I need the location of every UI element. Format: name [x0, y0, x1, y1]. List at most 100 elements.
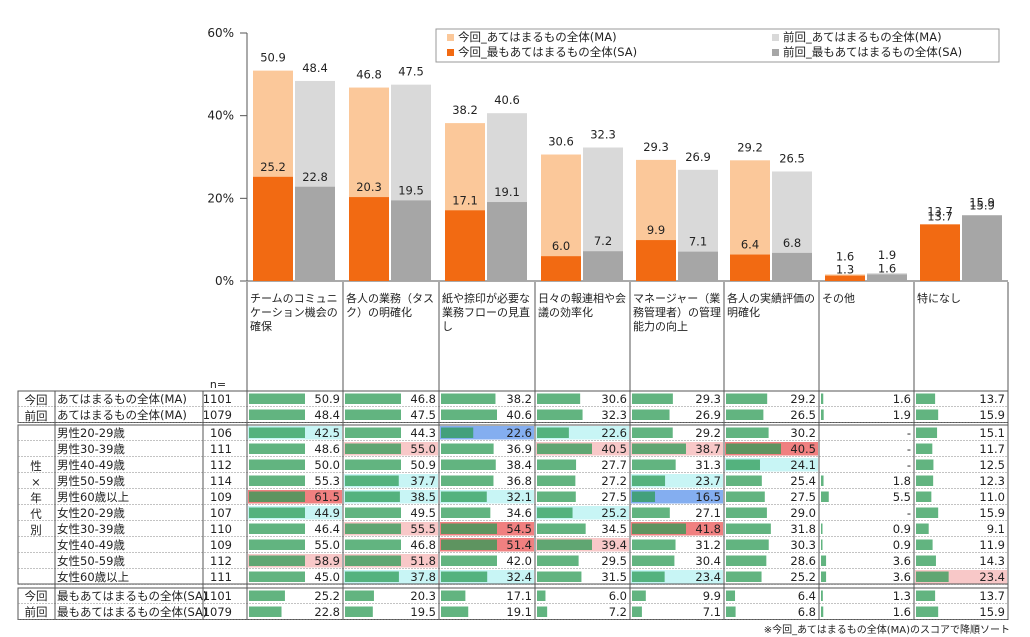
table-cell-value: 36.8: [506, 474, 532, 488]
cell-bar: [632, 571, 665, 582]
cell-bar: [249, 393, 305, 404]
table-cell-value: 48.6: [314, 442, 340, 456]
table-cell-value: 50.9: [314, 392, 340, 406]
table-cell-value: 13.7: [979, 392, 1005, 406]
label-ma-zenkai: 47.5: [398, 65, 424, 79]
category-label: 能力の向上: [633, 319, 688, 333]
table-cell-value: 39.4: [601, 538, 627, 552]
table-cell-value: 6.8: [798, 605, 816, 619]
cell-bar: [821, 523, 823, 534]
row-label: 最もあてはまるもの全体(SA): [57, 605, 207, 619]
legend: 今回_あてはまるもの全体(MA) 前回_あてはまるもの全体(MA) 今回_最もあては…: [435, 28, 1000, 63]
group-label-konkai: 今回: [25, 393, 48, 407]
table-cell-value: 1.3: [893, 589, 911, 603]
cell-bar: [345, 491, 400, 502]
bar-sa-konkai: [730, 254, 770, 281]
table-cell-value: 46.8: [410, 538, 436, 552]
group-label-sex-age: 別: [30, 523, 42, 537]
cell-bar: [632, 590, 646, 601]
table-cell-value: 25.2: [790, 570, 816, 584]
row-label: 男性30-39歳: [57, 442, 125, 456]
table-cell-value: 48.4: [314, 408, 340, 422]
cell-bar: [345, 475, 399, 486]
label-ma-zenkai: 48.4: [302, 61, 328, 75]
cell-bar: [249, 427, 305, 438]
bar-sa-zenkai: [391, 200, 431, 281]
table-cell-value: 3.6: [893, 554, 911, 568]
table-cell-value: 7.1: [703, 605, 721, 619]
label-ma-konkai: 46.8: [356, 68, 382, 82]
table-cell-value: 1.6: [893, 392, 911, 406]
category-label: マネージャー（業: [633, 292, 720, 305]
category-label: し: [442, 320, 453, 333]
cell-bar: [249, 459, 305, 470]
cell-bar: [537, 459, 577, 470]
row-label: 女性30-39歳: [57, 522, 125, 536]
table-cell-value: -: [907, 506, 911, 520]
table-cell-value: 30.6: [601, 392, 627, 406]
cell-bar: [345, 590, 374, 601]
table-cell-value: 0.9: [893, 538, 911, 552]
cell-bar: [537, 491, 576, 502]
cell-bar: [916, 539, 933, 550]
cell-bar: [249, 475, 305, 486]
bar-sa-konkai: [445, 210, 485, 281]
row-n: 107: [210, 506, 232, 520]
table-cell-value: 29.0: [790, 506, 816, 520]
table-cell-value: 24.1: [790, 458, 816, 472]
cell-bar: [537, 590, 546, 601]
legend-swatch: [447, 34, 454, 41]
cell-bar: [441, 459, 496, 470]
cell-bar: [249, 571, 305, 582]
label-sa-zenkai: 19.1: [494, 185, 520, 199]
row-n: 110: [210, 522, 232, 536]
table-cell-value: 38.4: [506, 458, 532, 472]
cell-bar: [537, 539, 592, 550]
table-cell-value: 6.0: [609, 589, 627, 603]
table-cell-value: 31.8: [790, 522, 816, 536]
label-ma-konkai: 29.3: [643, 140, 669, 154]
category-label: 業務フローの見直: [442, 305, 530, 319]
cell-bar: [821, 539, 823, 550]
table-cell-value: 31.3: [695, 458, 721, 472]
table-cell-value: 30.3: [790, 538, 816, 552]
label-ma-konkai: 30.6: [548, 135, 574, 149]
label-sa-konkai: 6.0: [552, 239, 570, 253]
label-ma-zenkai: 32.3: [590, 127, 616, 141]
label-sa-konkai: 20.3: [356, 180, 382, 194]
category-label: その他: [822, 292, 855, 305]
y-tick-label: 60%: [207, 26, 234, 40]
cell-bar: [632, 393, 673, 404]
cell-bar: [916, 606, 939, 617]
cell-bar: [821, 590, 823, 601]
cell-bar: [441, 539, 497, 550]
cell-bar: [441, 555, 497, 566]
row-label: 最もあてはまるもの全体(SA): [57, 589, 207, 603]
table-cell-value: 27.7: [601, 458, 627, 472]
table-cell-value: 38.2: [506, 392, 532, 406]
cell-bar: [726, 459, 760, 470]
table-cell-value: 15.9: [979, 605, 1005, 619]
cell-bar: [345, 539, 401, 550]
cell-bar: [726, 491, 765, 502]
bar-sa-zenkai: [295, 186, 335, 281]
table-cell-value: 40.5: [601, 442, 627, 456]
table-cell-value: 14.3: [979, 554, 1005, 568]
table-cell-value: 32.4: [506, 570, 532, 584]
row-n: 1101: [203, 589, 232, 603]
table-cell-value: 34.5: [601, 522, 627, 536]
group-label-sex-age: 代: [30, 507, 42, 521]
table-cell-value: 25.2: [314, 589, 340, 603]
category-label: ク）の明確化: [346, 305, 412, 319]
table-cell-value: 55.3: [314, 474, 340, 488]
table-cell-value: 29.3: [695, 392, 721, 406]
row-n: 106: [210, 426, 232, 440]
category-label: 確保: [250, 319, 272, 333]
table-cell-value: 55.0: [410, 442, 436, 456]
bar-sa-zenkai: [962, 215, 1002, 281]
table-cell-value: 42.5: [314, 426, 340, 440]
cell-bar: [537, 606, 548, 617]
table-cell-value: 22.8: [314, 605, 340, 619]
bar-sa-zenkai: [772, 252, 812, 281]
row-label: あてはまるもの全体(MA): [57, 408, 187, 422]
